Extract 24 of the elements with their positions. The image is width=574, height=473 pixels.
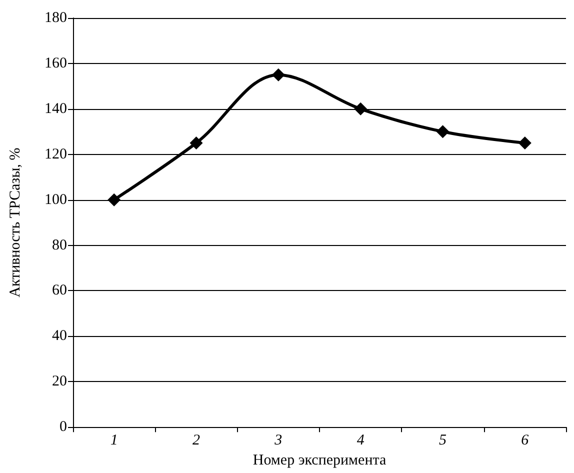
x-tick-label: 6 xyxy=(521,432,530,449)
x-axis-title: Номер эксперимента xyxy=(252,452,386,468)
y-tick-label: 160 xyxy=(44,55,67,72)
x-tick-label: 4 xyxy=(356,432,365,449)
y-tick-label: 20 xyxy=(52,374,67,390)
y-tick-label: 140 xyxy=(44,100,67,117)
x-tick-label: 1 xyxy=(110,432,118,449)
y-tick-label: 120 xyxy=(44,146,67,162)
y-tick-label: 0 xyxy=(60,419,67,436)
x-tick-label: 5 xyxy=(439,432,447,449)
point xyxy=(190,136,203,150)
y-tick-label: 180 xyxy=(44,10,67,26)
point xyxy=(518,136,532,150)
y-tick-label: 60 xyxy=(52,282,67,299)
y-axis-title: Активность ТРСазы, % xyxy=(8,148,24,298)
y-tick-label: 80 xyxy=(52,237,67,254)
point xyxy=(108,193,121,206)
y-tick-label: 40 xyxy=(52,328,67,344)
point xyxy=(436,125,450,138)
x-tick-label: 2 xyxy=(192,432,200,449)
point xyxy=(354,102,368,116)
x-tick-label: 3 xyxy=(274,432,282,449)
point xyxy=(272,68,285,82)
y-tick-label: 100 xyxy=(44,192,67,208)
